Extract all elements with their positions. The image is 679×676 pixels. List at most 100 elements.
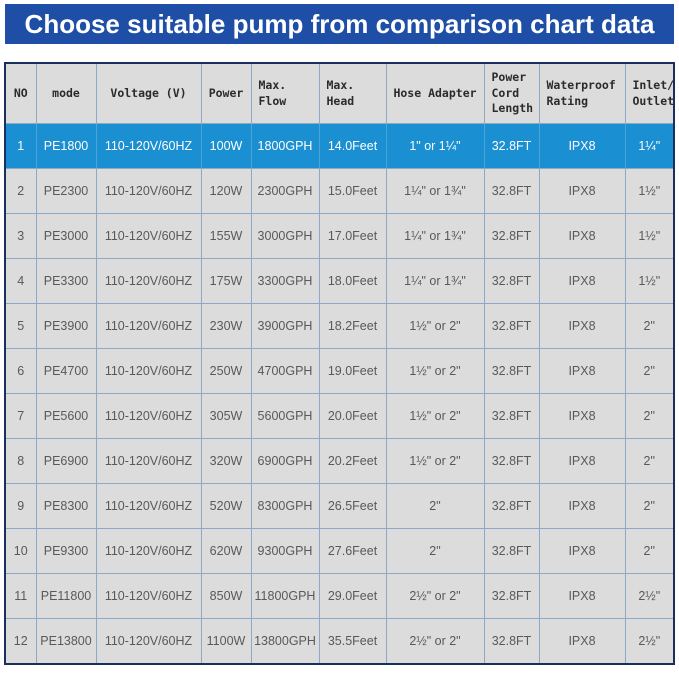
cell-maxhead: 26.5Feet	[318, 483, 387, 529]
cell-no: 3	[4, 213, 37, 259]
table-header: NO mode Voltage (V) Power Max. Flow Max. Head…	[4, 62, 675, 124]
pump-comparison-table: NO mode Voltage (V) Power Max. Flow Max. Head…	[4, 62, 675, 665]
table-body: 1 PE1800 110-120V/60HZ 100W 1800GPH 14.0Feet 1…	[4, 123, 675, 665]
cell-no: 9	[4, 483, 37, 529]
cell-no: 7	[4, 393, 37, 439]
cell-voltage: 110-120V/60HZ	[95, 348, 202, 394]
column-header-no: NO	[4, 62, 37, 124]
cell-cord: 32.8FT	[483, 528, 540, 574]
cell-mode: PE2300	[35, 168, 97, 214]
cell-maxflow: 3900GPH	[250, 303, 320, 349]
cell-voltage: 110-120V/60HZ	[95, 213, 202, 259]
cell-inlet: 2"	[624, 393, 675, 439]
cell-maxflow: 3300GPH	[250, 258, 320, 304]
header-row: NO mode Voltage (V) Power Max. Flow Max. Head…	[4, 62, 675, 124]
cell-maxhead: 20.0Feet	[318, 393, 387, 439]
cell-maxflow: 9300GPH	[250, 528, 320, 574]
cell-power: 100W	[200, 123, 252, 169]
cell-hose: 1½" or 2"	[385, 438, 485, 484]
table-row: 8 PE6900 110-120V/60HZ 320W 6900GPH 20.2Feet 1…	[4, 438, 675, 484]
cell-rating: IPX8	[538, 618, 626, 665]
cell-no: 1	[4, 123, 37, 169]
cell-power: 1100W	[200, 618, 252, 665]
cell-no: 6	[4, 348, 37, 394]
cell-hose: 1¼" or 1¾"	[385, 213, 485, 259]
cell-mode: PE8300	[35, 483, 97, 529]
cell-cord: 32.8FT	[483, 348, 540, 394]
cell-rating: IPX8	[538, 573, 626, 619]
table-row: 7 PE5600 110-120V/60HZ 305W 5600GPH 20.0Feet 1…	[4, 393, 675, 439]
cell-power: 230W	[200, 303, 252, 349]
cell-maxflow: 6900GPH	[250, 438, 320, 484]
cell-mode: PE3300	[35, 258, 97, 304]
cell-maxhead: 18.2Feet	[318, 303, 387, 349]
cell-maxhead: 29.0Feet	[318, 573, 387, 619]
comparison-table-container: NO mode Voltage (V) Power Max. Flow Max. Head…	[4, 62, 675, 665]
cell-maxflow: 8300GPH	[250, 483, 320, 529]
cell-mode: PE11800	[35, 573, 97, 619]
table-row: 6 PE4700 110-120V/60HZ 250W 4700GPH 19.0Feet 1…	[4, 348, 675, 394]
column-header-voltage: Voltage (V)	[95, 62, 202, 124]
cell-inlet: 1½"	[624, 258, 675, 304]
cell-maxhead: 18.0Feet	[318, 258, 387, 304]
cell-rating: IPX8	[538, 258, 626, 304]
cell-maxhead: 17.0Feet	[318, 213, 387, 259]
table-row: 4 PE3300 110-120V/60HZ 175W 3300GPH 18.0Feet 1…	[4, 258, 675, 304]
cell-rating: IPX8	[538, 528, 626, 574]
cell-power: 120W	[200, 168, 252, 214]
cell-hose: 2½" or 2"	[385, 573, 485, 619]
cell-maxflow: 4700GPH	[250, 348, 320, 394]
cell-inlet: 1¼"	[624, 123, 675, 169]
cell-voltage: 110-120V/60HZ	[95, 438, 202, 484]
cell-hose: 2½" or 2"	[385, 618, 485, 665]
cell-hose: 1" or 1¼"	[385, 123, 485, 169]
cell-voltage: 110-120V/60HZ	[95, 483, 202, 529]
cell-cord: 32.8FT	[483, 438, 540, 484]
cell-voltage: 110-120V/60HZ	[95, 573, 202, 619]
cell-rating: IPX8	[538, 483, 626, 529]
cell-cord: 32.8FT	[483, 393, 540, 439]
cell-cord: 32.8FT	[483, 168, 540, 214]
cell-cord: 32.8FT	[483, 618, 540, 665]
cell-mode: PE9300	[35, 528, 97, 574]
cell-voltage: 110-120V/60HZ	[95, 528, 202, 574]
column-header-maxhead: Max. Head	[318, 62, 387, 124]
cell-voltage: 110-120V/60HZ	[95, 258, 202, 304]
cell-maxhead: 15.0Feet	[318, 168, 387, 214]
cell-mode: PE13800	[35, 618, 97, 665]
cell-no: 11	[4, 573, 37, 619]
table-row: 10 PE9300 110-120V/60HZ 620W 9300GPH 27.6Feet…	[4, 528, 675, 574]
table-row: 5 PE3900 110-120V/60HZ 230W 3900GPH 18.2Feet 1…	[4, 303, 675, 349]
cell-inlet: 2"	[624, 303, 675, 349]
cell-maxflow: 3000GPH	[250, 213, 320, 259]
cell-cord: 32.8FT	[483, 213, 540, 259]
table-row: 12 PE13800 110-120V/60HZ 1100W 13800GPH 35.5F…	[4, 618, 675, 665]
column-header-cord: Power Cord Length	[483, 62, 540, 124]
column-header-inlet: Inlet/ Outlet	[624, 62, 675, 124]
column-header-maxflow: Max. Flow	[250, 62, 320, 124]
cell-maxflow: 5600GPH	[250, 393, 320, 439]
cell-voltage: 110-120V/60HZ	[95, 618, 202, 665]
cell-maxflow: 2300GPH	[250, 168, 320, 214]
cell-power: 250W	[200, 348, 252, 394]
cell-inlet: 1½"	[624, 213, 675, 259]
cell-maxflow: 1800GPH	[250, 123, 320, 169]
cell-cord: 32.8FT	[483, 123, 540, 169]
cell-inlet: 2½"	[624, 618, 675, 665]
cell-power: 520W	[200, 483, 252, 529]
cell-power: 850W	[200, 573, 252, 619]
cell-hose: 2"	[385, 483, 485, 529]
page-title: Choose suitable pump from comparison cha…	[24, 8, 655, 39]
cell-hose: 1½" or 2"	[385, 348, 485, 394]
cell-inlet: 2"	[624, 483, 675, 529]
table-row: 9 PE8300 110-120V/60HZ 520W 8300GPH 26.5Feet 2…	[4, 483, 675, 529]
cell-hose: 2"	[385, 528, 485, 574]
cell-rating: IPX8	[538, 438, 626, 484]
cell-voltage: 110-120V/60HZ	[95, 123, 202, 169]
cell-cord: 32.8FT	[483, 573, 540, 619]
cell-maxhead: 14.0Feet	[318, 123, 387, 169]
cell-mode: PE4700	[35, 348, 97, 394]
cell-power: 620W	[200, 528, 252, 574]
cell-no: 12	[4, 618, 37, 665]
cell-cord: 32.8FT	[483, 303, 540, 349]
